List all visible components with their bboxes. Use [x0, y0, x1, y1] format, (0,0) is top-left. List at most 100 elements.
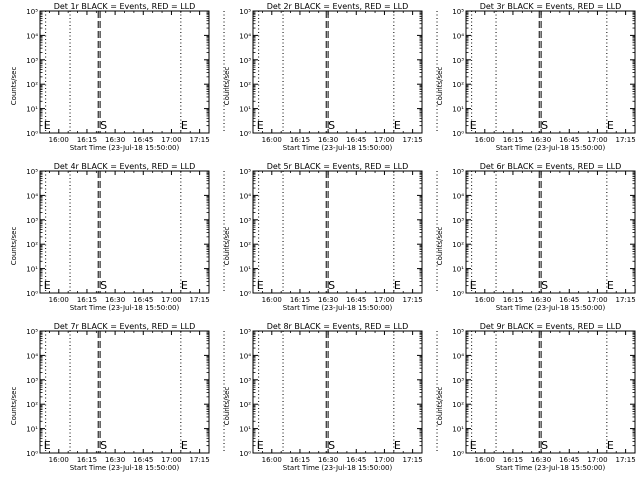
y-tick-label: 10¹: [239, 426, 251, 434]
annotation-E: E: [44, 119, 51, 132]
annotation-E: E: [394, 279, 401, 292]
x-tick-label: 16:00: [262, 456, 282, 464]
annotation-E: E: [394, 439, 401, 452]
plot-frame: [252, 10, 423, 134]
x-tick-label: 17:15: [190, 456, 210, 464]
y-tick-label: 10⁵: [26, 8, 38, 16]
y-axis-label: Counts/sec: [10, 227, 18, 266]
x-tick-label: 16:45: [346, 136, 366, 144]
annotation-E: E: [181, 279, 188, 292]
panel-title: Det 4r BLACK = Events, RED = LLD: [54, 162, 196, 171]
y-tick-label: 10⁰: [239, 450, 251, 458]
y-tick-label: 10⁰: [452, 450, 464, 458]
annotation-E: E: [470, 119, 477, 132]
y-tick-label: 10²: [26, 401, 38, 409]
panel-title: Det 8r BLACK = Events, RED = LLD: [267, 322, 409, 331]
x-tick-label: 16:30: [531, 456, 551, 464]
x-tick-label: 17:00: [161, 296, 181, 304]
x-axis-label: Start Time (23-Jul-18 15:50:00): [70, 144, 180, 152]
y-tick-label: 10⁴: [239, 352, 251, 360]
x-tick-label: 16:30: [105, 296, 125, 304]
y-tick-label: 10³: [239, 217, 251, 225]
x-axis-label: Start Time (23-Jul-18 15:50:00): [283, 304, 393, 312]
y-tick-label: 10³: [452, 57, 464, 65]
annotation-E: E: [44, 279, 51, 292]
y-tick-label: 10⁰: [26, 450, 38, 458]
panel-det-1: Det 1r BLACK = Events, RED = LLD 10⁰ 10¹ 10…: [10, 2, 225, 152]
x-tick-label: 16:30: [531, 136, 551, 144]
x-tick-label: 16:45: [133, 136, 153, 144]
x-tick-label: 16:45: [133, 456, 153, 464]
y-axis-label: Counts/sec: [436, 67, 444, 106]
plot-frame: [39, 170, 210, 294]
annotation-E: E: [607, 279, 614, 292]
x-tick-label: 16:15: [77, 456, 97, 464]
y-tick-label: 10²: [239, 401, 251, 409]
x-tick-label: 17:15: [616, 296, 636, 304]
x-axis-label: Start Time (23-Jul-18 15:50:00): [70, 464, 180, 472]
y-axis-label: Counts/sec: [223, 387, 231, 426]
x-tick-label: 16:00: [49, 296, 69, 304]
annotation-S: S: [541, 119, 548, 132]
x-tick-label: 16:00: [475, 456, 495, 464]
y-tick-label: 10³: [26, 217, 38, 225]
annotation-S: S: [541, 439, 548, 452]
panel-det-3: Det 3r BLACK = Events, RED = LLD 10⁰ 10¹ 10…: [436, 2, 636, 152]
y-tick-label: 10²: [239, 241, 251, 249]
y-tick-label: 10³: [26, 57, 38, 65]
panel-det-5: Det 5r BLACK = Events, RED = LLD 10⁰ 10¹ 10…: [223, 162, 438, 312]
x-tick-label: 16:15: [290, 136, 310, 144]
annotation-S: S: [100, 119, 107, 132]
annotation-E: E: [470, 279, 477, 292]
x-tick-label: 16:00: [49, 456, 69, 464]
annotation-E: E: [394, 119, 401, 132]
y-tick-label: 10²: [26, 241, 38, 249]
y-tick-label: 10⁵: [26, 168, 38, 176]
y-tick-label: 10¹: [452, 426, 464, 434]
x-tick-label: 16:15: [503, 456, 523, 464]
y-tick-label: 10⁴: [26, 352, 38, 360]
x-tick-label: 17:15: [616, 136, 636, 144]
y-tick-label: 10³: [452, 377, 464, 385]
x-tick-label: 17:00: [374, 136, 394, 144]
y-tick-label: 10²: [452, 81, 464, 89]
panel-det-4: Det 4r BLACK = Events, RED = LLD 10⁰ 10¹ 10…: [10, 162, 225, 312]
annotation-E: E: [181, 439, 188, 452]
y-tick-label: 10⁰: [26, 130, 38, 138]
y-tick-label: 10²: [239, 81, 251, 89]
x-axis-label: Start Time (23-Jul-18 15:50:00): [496, 464, 606, 472]
panel-det-6: Det 6r BLACK = Events, RED = LLD 10⁰ 10¹ 10…: [436, 162, 636, 312]
x-tick-label: 16:15: [503, 296, 523, 304]
x-tick-label: 17:00: [587, 296, 607, 304]
panel-title: Det 7r BLACK = Events, RED = LLD: [54, 322, 196, 331]
x-tick-label: 17:15: [616, 456, 636, 464]
x-axis-label: Start Time (23-Jul-18 15:50:00): [496, 304, 606, 312]
y-axis-label: Counts/sec: [223, 67, 231, 106]
plot-frame: [465, 10, 636, 134]
y-tick-label: 10²: [26, 81, 38, 89]
x-tick-label: 16:30: [318, 456, 338, 464]
panel-title: Det 6r BLACK = Events, RED = LLD: [480, 162, 622, 171]
y-tick-label: 10¹: [26, 426, 38, 434]
x-axis-label: Start Time (23-Jul-18 15:50:00): [283, 144, 393, 152]
x-tick-label: 16:00: [49, 136, 69, 144]
x-tick-label: 16:45: [133, 296, 153, 304]
x-tick-label: 17:00: [587, 136, 607, 144]
y-tick-label: 10¹: [239, 106, 251, 114]
panel-det-2: Det 2r BLACK = Events, RED = LLD 10⁰ 10¹ 10…: [223, 2, 438, 152]
y-tick-label: 10¹: [452, 266, 464, 274]
x-axis-label: Start Time (23-Jul-18 15:50:00): [283, 464, 393, 472]
annotation-E: E: [181, 119, 188, 132]
y-tick-label: 10⁰: [26, 290, 38, 298]
annotation-E: E: [607, 119, 614, 132]
x-tick-label: 16:15: [503, 136, 523, 144]
annotation-E: E: [44, 439, 51, 452]
y-tick-label: 10⁴: [452, 192, 464, 200]
x-tick-label: 17:15: [403, 296, 423, 304]
y-tick-label: 10⁰: [239, 290, 251, 298]
annotation-E: E: [470, 439, 477, 452]
x-tick-label: 17:00: [374, 456, 394, 464]
y-tick-label: 10⁴: [239, 32, 251, 40]
